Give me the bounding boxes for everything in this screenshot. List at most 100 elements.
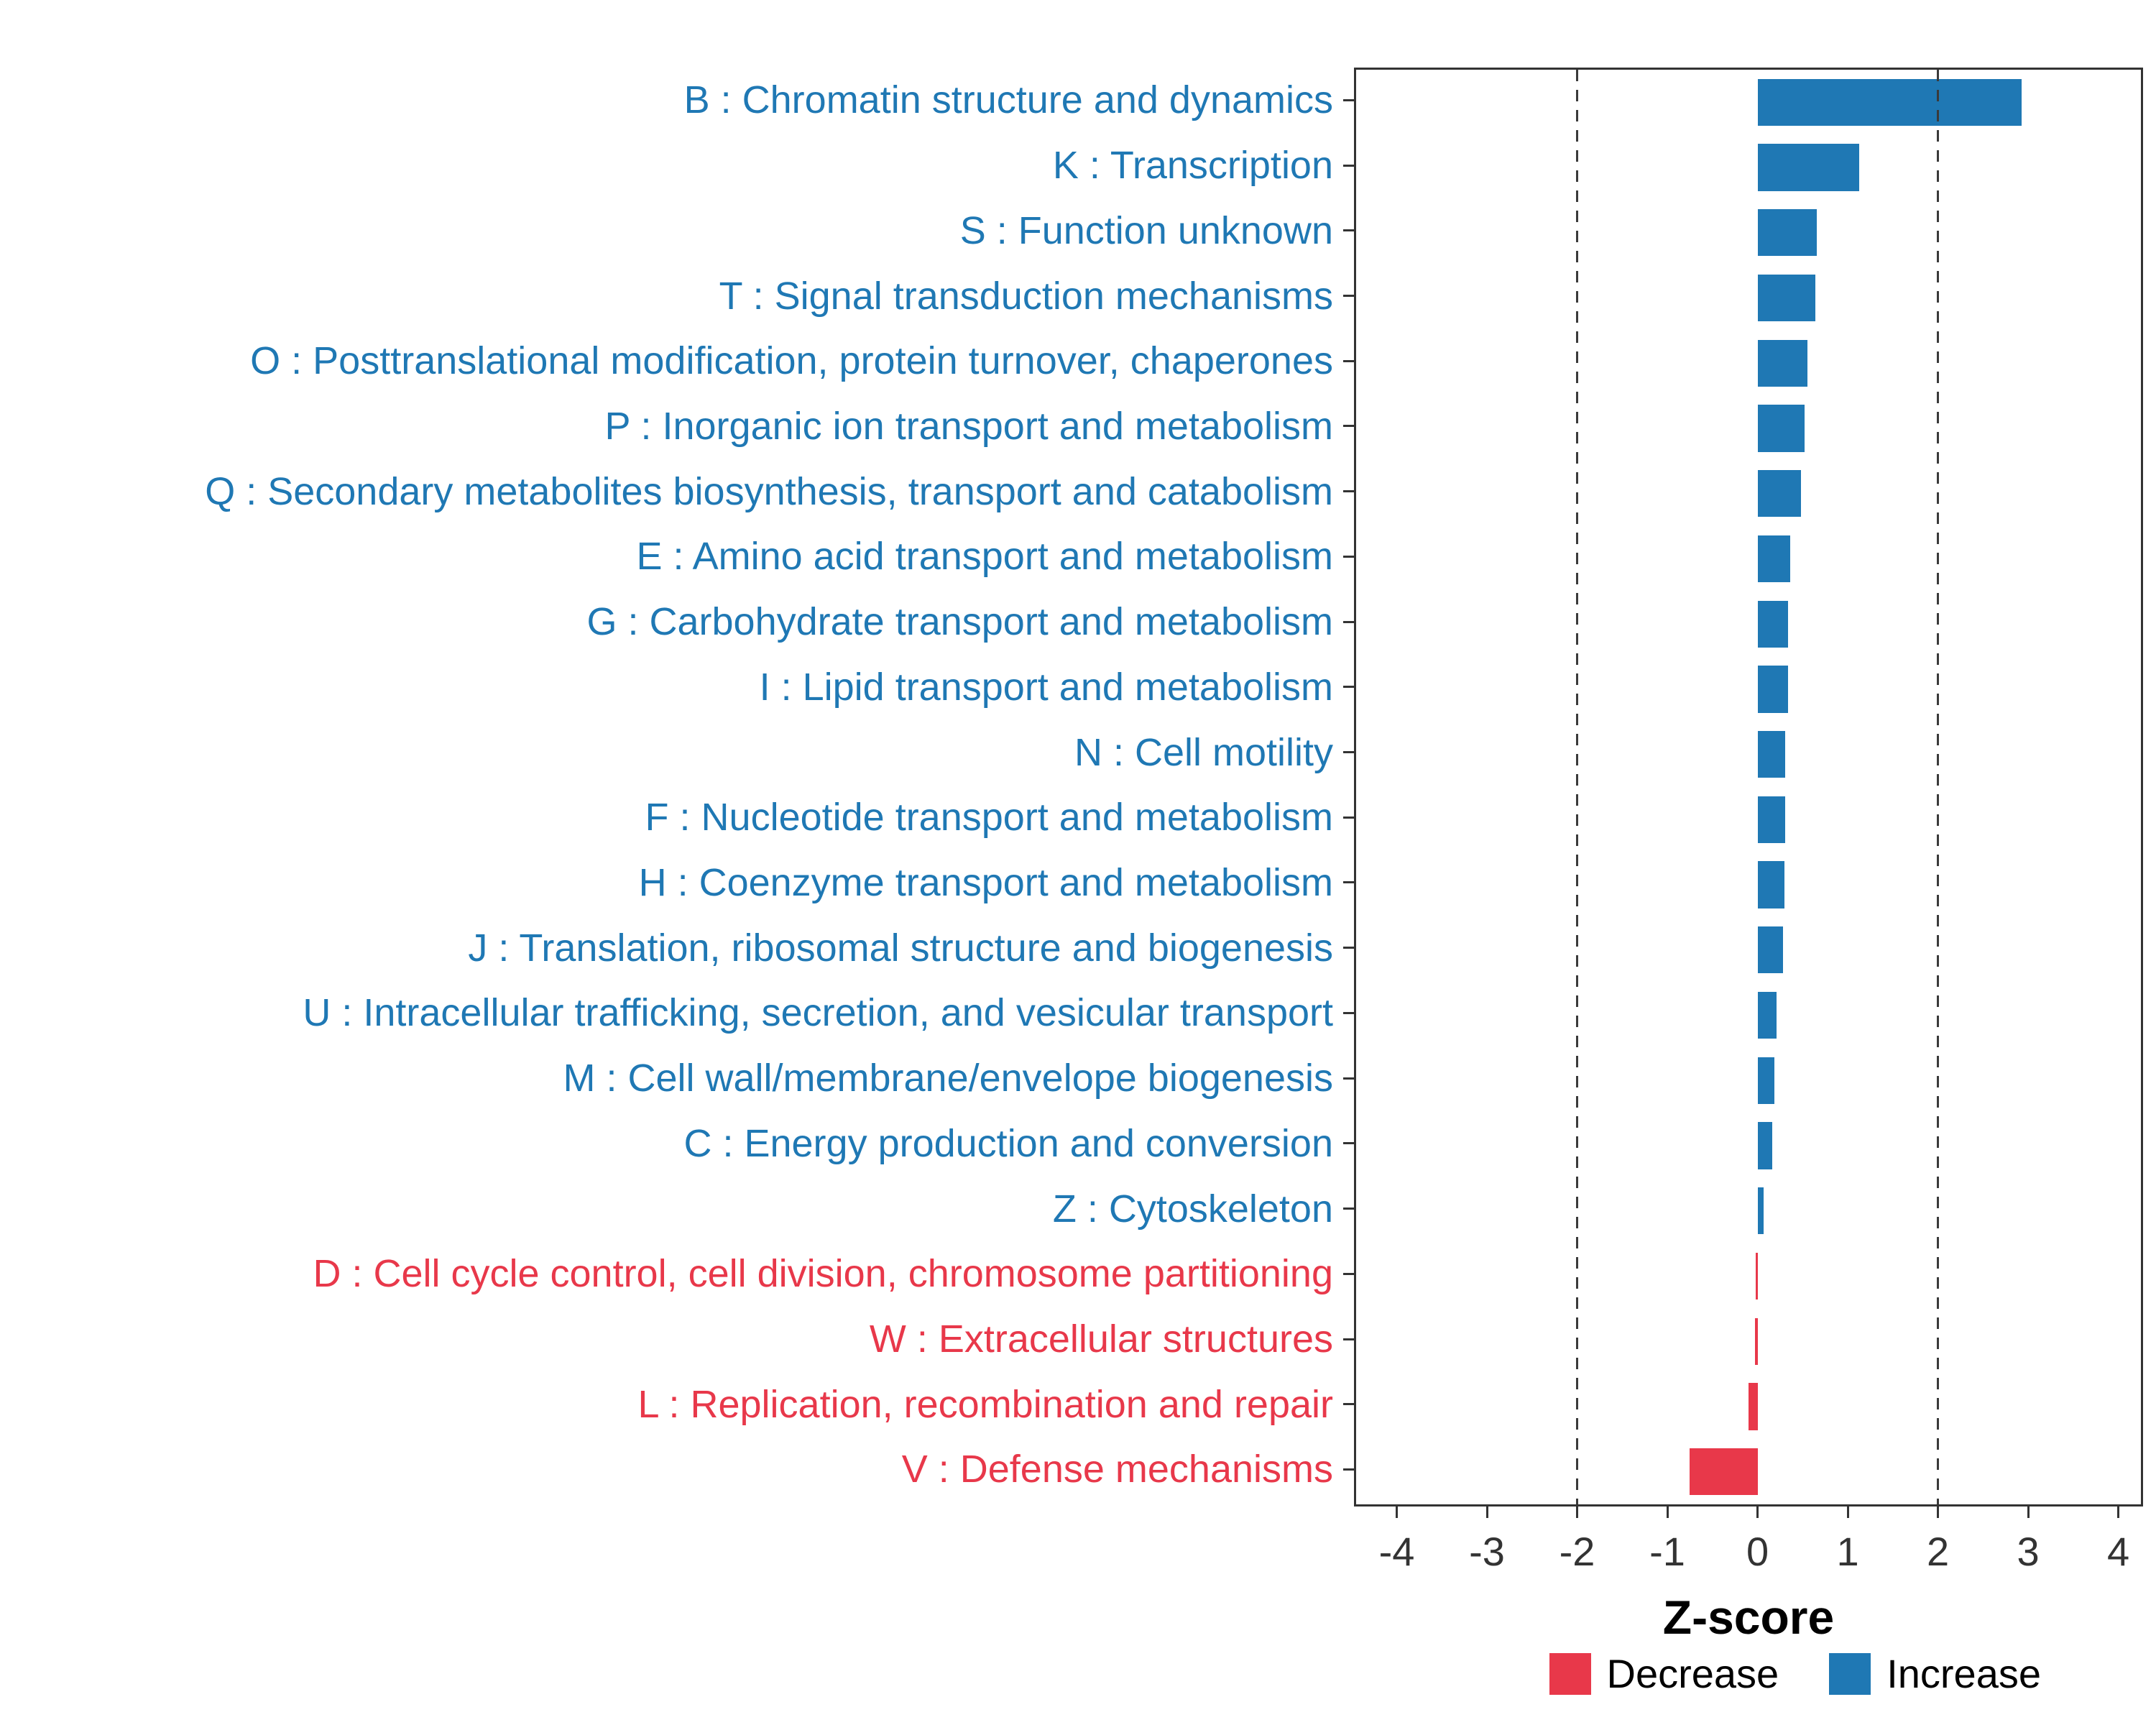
y-tick-mark	[1343, 555, 1354, 558]
category-label: C : Energy production and conversion	[683, 1121, 1333, 1165]
category-label: D : Cell cycle control, cell division, c…	[313, 1252, 1333, 1296]
category-row: O : Posttranslational modification, prot…	[0, 328, 1354, 394]
decrease-swatch-icon	[1549, 1653, 1591, 1695]
y-tick-mark	[1343, 1468, 1354, 1471]
y-tick-mark	[1343, 164, 1354, 167]
x-tick-label: 4	[2107, 1529, 2130, 1574]
category-label: E : Amino acid transport and metabolism	[636, 535, 1333, 579]
bar	[1757, 274, 1815, 322]
bar	[1757, 991, 1777, 1039]
y-tick-mark	[1343, 1272, 1354, 1275]
bar	[1757, 1057, 1775, 1104]
y-tick-mark	[1343, 425, 1354, 428]
bar	[1756, 1252, 1758, 1300]
category-row: G : Carbohydrate transport and metabolis…	[0, 589, 1354, 655]
legend-label: Increase	[1886, 1651, 2041, 1696]
category-label: L : Replication, recombination and repai…	[637, 1382, 1333, 1426]
y-tick-mark	[1343, 686, 1354, 689]
plot-column: -4 -3 -2 -1 0 1 2 3 4 Z-score	[1354, 68, 2143, 1644]
x-tick-mark	[1756, 1506, 1759, 1518]
y-tick-mark	[1343, 490, 1354, 493]
category-row: M : Cell wall/membrane/envelope biogenes…	[0, 1046, 1354, 1111]
x-tick-mark	[1666, 1506, 1669, 1518]
x-axis: -4 -3 -2 -1 0 1 2 3 4	[1356, 1506, 2141, 1584]
y-tick-mark	[1343, 1208, 1354, 1210]
x-tick-label: -4	[1378, 1529, 1415, 1574]
y-tick-mark	[1343, 1011, 1354, 1014]
y-tick-mark	[1343, 359, 1354, 362]
y-tick-mark	[1343, 751, 1354, 754]
plot-panel	[1354, 68, 2143, 1506]
x-tick-mark	[1846, 1506, 1849, 1518]
legend-item-decrease: Decrease	[1549, 1653, 1779, 1695]
bar	[1754, 1317, 1758, 1365]
x-tick-label: 0	[1746, 1529, 1769, 1574]
category-row: C : Energy production and conversion	[0, 1111, 1354, 1177]
category-row: U : Intracellular trafficking, secretion…	[0, 980, 1354, 1046]
x-tick-mark	[1395, 1506, 1398, 1518]
category-row: J : Translation, ribosomal structure and…	[0, 915, 1354, 980]
category-label: S : Function unknown	[959, 208, 1333, 252]
x-tick-mark	[2027, 1506, 2030, 1518]
x-tick-label: 1	[1836, 1529, 1859, 1574]
bar	[1757, 600, 1789, 648]
y-tick-mark	[1343, 1142, 1354, 1145]
category-row: H : Coenzyme transport and metabolism	[0, 850, 1354, 916]
category-label: M : Cell wall/membrane/envelope biogenes…	[563, 1057, 1333, 1100]
category-row: Z : Cytoskeleton	[0, 1176, 1354, 1241]
category-row: D : Cell cycle control, cell division, c…	[0, 1241, 1354, 1307]
bar	[1757, 405, 1805, 452]
category-row: N : Cell motility	[0, 719, 1354, 785]
bar	[1757, 78, 2022, 126]
y-tick-mark	[1343, 295, 1354, 298]
legend-item-increase: Increase	[1829, 1653, 2041, 1695]
y-tick-mark	[1343, 881, 1354, 884]
category-label: Q : Secondary metabolites biosynthesis, …	[205, 469, 1333, 513]
y-tick-mark	[1343, 1403, 1354, 1406]
x-tick-label: 2	[1927, 1529, 1950, 1574]
x-tick-mark	[1937, 1506, 1940, 1518]
y-tick-mark	[1343, 816, 1354, 819]
x-tick-mark	[1485, 1506, 1488, 1518]
bar	[1757, 730, 1786, 778]
bar	[1757, 470, 1801, 518]
category-row: T : Signal transduction mechanisms	[0, 263, 1354, 328]
bar	[1690, 1448, 1758, 1496]
dashed-reference-line	[1937, 70, 1940, 1504]
bar	[1757, 339, 1807, 387]
increase-swatch-icon	[1829, 1653, 1871, 1695]
category-label: T : Signal transduction mechanisms	[719, 274, 1333, 318]
category-row: V : Defense mechanisms	[0, 1437, 1354, 1502]
legend-label: Decrease	[1606, 1651, 1779, 1696]
category-row: B : Chromatin structure and dynamics	[0, 68, 1354, 133]
y-tick-mark	[1343, 98, 1354, 101]
category-row: E : Amino acid transport and metabolism	[0, 524, 1354, 589]
bar	[1757, 796, 1786, 843]
bar	[1757, 144, 1860, 191]
bar	[1757, 666, 1789, 713]
x-tick-label: -1	[1649, 1529, 1685, 1574]
chart-area: B : Chromatin structure and dynamics K : …	[0, 68, 2143, 1644]
category-row: P : Inorganic ion transport and metaboli…	[0, 394, 1354, 459]
category-row: L : Replication, recombination and repai…	[0, 1371, 1354, 1437]
bar	[1757, 535, 1790, 583]
category-label: Z : Cytoskeleton	[1052, 1187, 1333, 1230]
x-axis-title: Z-score	[1662, 1591, 1835, 1644]
category-label: N : Cell motility	[1074, 730, 1333, 774]
x-tick-mark	[2117, 1506, 2120, 1518]
category-label: U : Intracellular trafficking, secretion…	[303, 991, 1333, 1035]
y-tick-mark	[1343, 1077, 1354, 1080]
y-tick-mark	[1343, 947, 1354, 949]
x-tick-mark	[1576, 1506, 1579, 1518]
category-label: P : Inorganic ion transport and metaboli…	[604, 404, 1333, 448]
category-row: K : Transcription	[0, 133, 1354, 198]
y-tick-mark	[1343, 229, 1354, 232]
category-label: H : Coenzyme transport and metabolism	[638, 860, 1333, 904]
category-label: O : Posttranslational modification, prot…	[250, 339, 1333, 383]
bar	[1757, 861, 1785, 908]
category-row: I : Lipid transport and metabolism	[0, 654, 1354, 719]
bar	[1757, 926, 1783, 974]
category-label: F : Nucleotide transport and metabolism	[645, 796, 1333, 840]
bar	[1757, 209, 1818, 257]
bar	[1757, 1122, 1772, 1169]
